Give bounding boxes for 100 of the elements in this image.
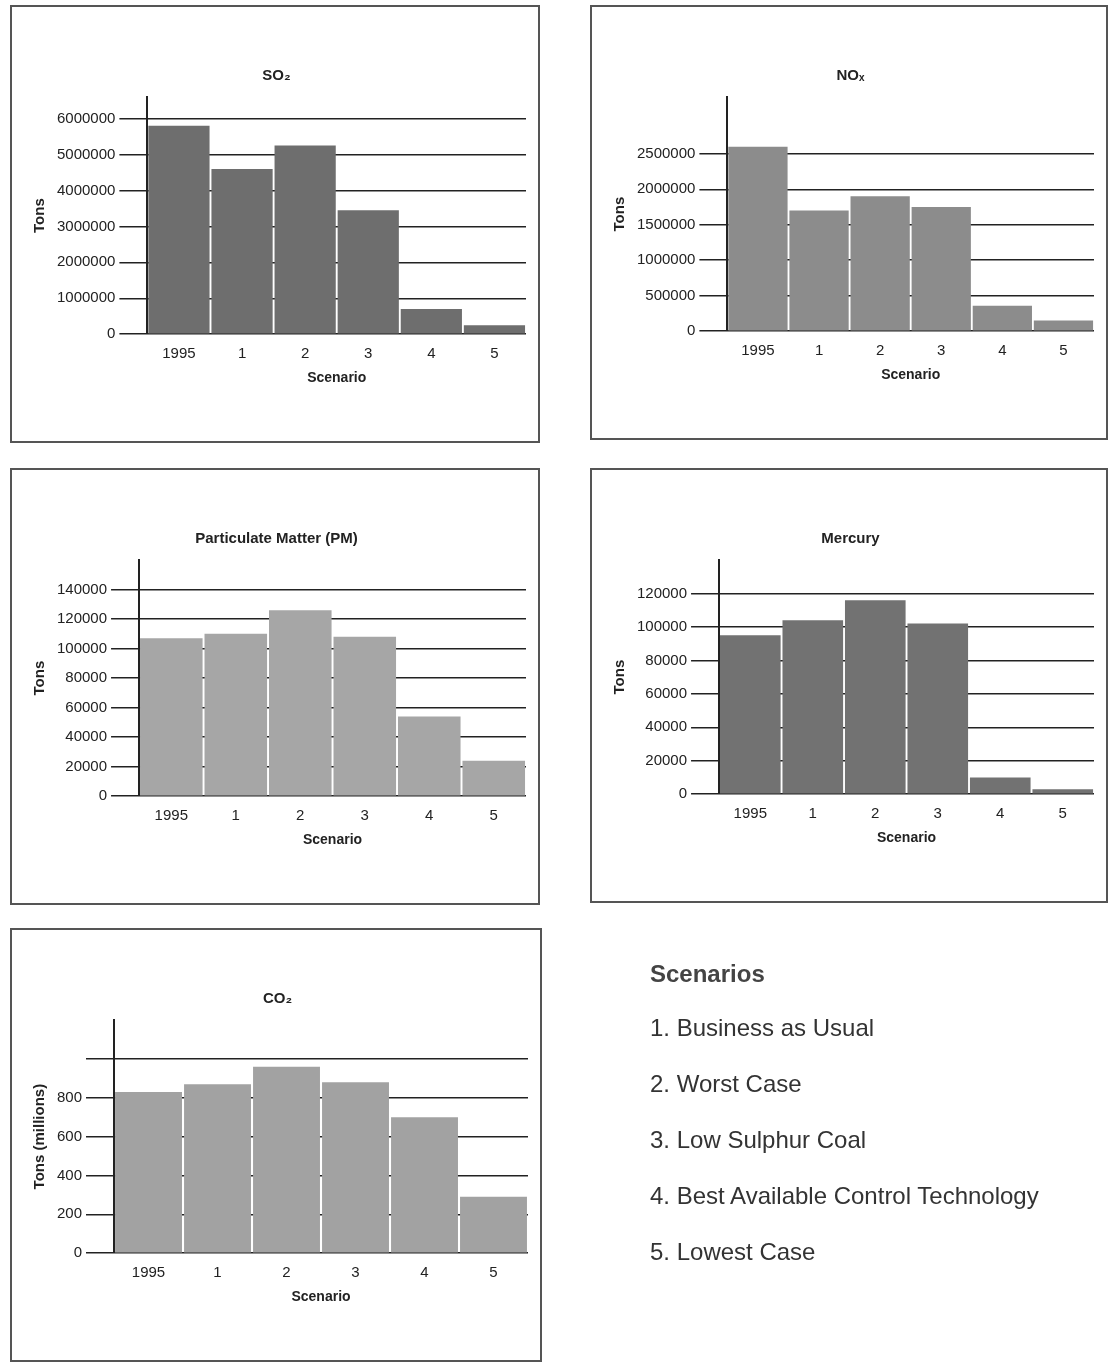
- y-tick-label: 5000000: [56, 144, 116, 162]
- x-axis-title: Scenario: [881, 366, 941, 383]
- y-tick-label: 0: [98, 786, 108, 804]
- x-axis-title: Scenario: [876, 829, 937, 846]
- y-axis-title: Tons: [610, 659, 628, 695]
- x-tick-label: 4: [425, 806, 434, 824]
- x-tick-label: 1995: [733, 804, 767, 822]
- y-tick-label: 100000: [56, 638, 108, 656]
- bar: [274, 145, 336, 334]
- y-tick-label: 0: [678, 784, 688, 802]
- bar: [115, 1091, 182, 1253]
- y-tick-label: 600: [57, 1126, 83, 1144]
- bar: [184, 1084, 251, 1253]
- bar: [400, 309, 462, 334]
- chart-title: CO₂: [262, 989, 293, 1007]
- text: Scenarios: [650, 960, 766, 988]
- y-tick-label: 0: [73, 1243, 83, 1261]
- y-tick-label: 20000: [645, 750, 688, 768]
- x-tick-label: 5: [490, 344, 499, 362]
- x-tick-label: 1: [237, 344, 247, 362]
- x-tick-label: 5: [489, 806, 498, 824]
- y-tick-label: 0: [687, 321, 696, 339]
- x-tick-label: 5: [1059, 341, 1068, 359]
- x-tick-label: 2: [871, 804, 880, 822]
- y-tick-label: 800: [57, 1087, 83, 1105]
- y-tick-label: 80000: [645, 650, 688, 668]
- y-tick-label: 40000: [645, 717, 688, 735]
- x-tick-label: 4: [996, 804, 1005, 822]
- y-tick-label: 1000000: [636, 250, 696, 268]
- y-axis-title: Tons: [30, 198, 48, 233]
- x-tick-label: 1995: [154, 806, 188, 824]
- x-tick-label: 3: [933, 804, 942, 822]
- y-tick-label: 40000: [65, 727, 108, 745]
- chart-title: Particulate Matter (PM): [195, 529, 358, 547]
- y-axis-title: Tons: [30, 660, 48, 696]
- bar: [337, 210, 399, 334]
- x-tick-label: 1: [814, 341, 824, 359]
- chart-title: Mercury: [821, 529, 881, 547]
- y-tick-label: 1500000: [636, 214, 696, 232]
- x-tick-label: 4: [998, 341, 1007, 359]
- text: 4. Best Available Control Technology: [650, 1182, 1040, 1210]
- x-tick-label: 1995: [131, 1263, 166, 1281]
- bar: [463, 325, 526, 334]
- x-axis-title: Scenario: [307, 369, 367, 386]
- bar: [911, 207, 971, 331]
- x-tick-label: 2: [296, 806, 305, 824]
- y-tick-label: 80000: [65, 668, 108, 686]
- bar: [460, 1196, 527, 1253]
- x-tick-label: 2: [875, 341, 885, 359]
- y-tick-label: 120000: [56, 609, 108, 627]
- y-axis-title: Tons (millions): [30, 1083, 48, 1190]
- x-tick-label: 1995: [162, 344, 196, 362]
- x-tick-label: 3: [364, 344, 373, 362]
- bar: [253, 1066, 320, 1253]
- bar: [850, 196, 910, 331]
- x-axis-title: Scenario: [291, 1288, 351, 1305]
- x-tick-label: 2: [282, 1263, 291, 1281]
- x-tick-label: 3: [937, 341, 946, 359]
- x-tick-label: 5: [1058, 804, 1067, 822]
- y-tick-label: 120000: [636, 583, 688, 601]
- chart-title: NOₓ: [836, 66, 865, 84]
- bar: [1033, 320, 1094, 331]
- x-tick-label: 2: [300, 344, 310, 362]
- text: 5. Lowest Case: [650, 1238, 817, 1266]
- x-axis-title: Scenario: [302, 831, 363, 848]
- y-tick-label: 500000: [645, 285, 696, 303]
- bar: [391, 1117, 458, 1253]
- x-tick-label: 3: [351, 1263, 360, 1281]
- x-tick-label: 1995: [741, 341, 775, 359]
- y-tick-label: 20000: [65, 756, 108, 774]
- y-tick-label: 400: [57, 1165, 83, 1183]
- y-tick-label: 140000: [56, 579, 108, 597]
- x-tick-label: 4: [427, 344, 436, 362]
- x-tick-label: 5: [489, 1263, 498, 1281]
- y-tick-label: 4000000: [56, 180, 116, 198]
- y-tick-label: 100000: [636, 617, 688, 635]
- x-tick-label: 1: [213, 1263, 222, 1281]
- y-tick-label: 1000000: [56, 288, 116, 306]
- x-tick-label: 1: [808, 804, 817, 822]
- text: 2. Worst Case: [650, 1070, 803, 1098]
- x-tick-label: 4: [420, 1263, 429, 1281]
- text: 1. Business as Usual: [650, 1014, 876, 1042]
- y-axis-title: Tons: [610, 196, 628, 232]
- y-tick-label: 60000: [645, 683, 688, 701]
- y-tick-label: 2500000: [636, 143, 696, 161]
- x-tick-label: 3: [360, 806, 369, 824]
- y-tick-label: 2000000: [56, 252, 116, 270]
- y-tick-label: 200: [57, 1204, 83, 1222]
- bar: [204, 633, 268, 796]
- text: 3. Low Sulphur Coal: [650, 1126, 868, 1154]
- y-tick-label: 3000000: [56, 216, 116, 234]
- bar: [140, 638, 203, 796]
- y-tick-label: 60000: [65, 697, 108, 715]
- y-tick-label: 2000000: [636, 179, 696, 197]
- chart-title: SO₂: [262, 66, 291, 84]
- bar: [972, 305, 1032, 331]
- bar: [322, 1082, 389, 1253]
- y-tick-label: 0: [107, 324, 116, 342]
- y-tick-label: 6000000: [56, 108, 116, 126]
- x-tick-label: 1: [231, 806, 240, 824]
